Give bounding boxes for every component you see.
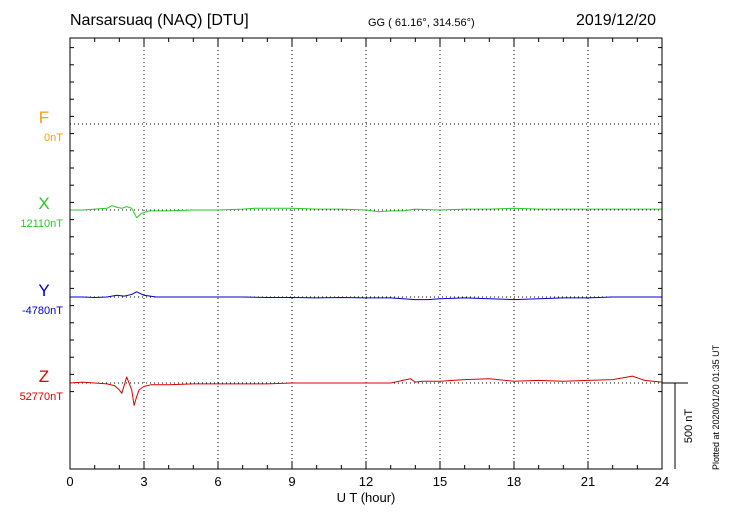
grid-lines [70, 38, 662, 469]
series-name-f: F [39, 108, 49, 127]
x-tick-label-3: 3 [140, 474, 147, 489]
scale-bar-label: 500 nT [683, 409, 695, 444]
series-name-x: X [38, 194, 49, 213]
traces [69, 205, 663, 406]
x-tick-label-24: 24 [655, 474, 669, 489]
x-tick-label-12: 12 [359, 474, 373, 489]
scale-bar: 500 nT [662, 382, 695, 469]
x-tick-label-21: 21 [581, 474, 595, 489]
series-baseline-y: -4780nT [22, 305, 63, 317]
trace-x [70, 205, 662, 219]
axis-labels: 0 3 6 9 12 15 18 21 24 U T (hour) F 0nT X 12110nT Y -47… [20, 108, 670, 505]
station-title: Narsarsuaq (NAQ) [DTU] [70, 12, 249, 29]
x-tick-label-0: 0 [66, 474, 73, 489]
series-baseline-f: 0nT [44, 132, 63, 144]
series-name-z: Z [39, 367, 49, 386]
x-tick-label-6: 6 [214, 474, 221, 489]
geographic-coords: GG ( 61.16°, 314.56°) [368, 17, 475, 29]
x-axis-label: U T (hour) [337, 490, 396, 505]
axis-ticks [69, 38, 663, 469]
x-tick-label-15: 15 [433, 474, 447, 489]
series-baseline-z: 52770nT [20, 391, 64, 403]
x-tick-label-9: 9 [288, 474, 295, 489]
series-name-y: Y [38, 281, 49, 300]
series-baseline-x: 12110nT [20, 218, 63, 230]
trace-z [69, 375, 663, 406]
x-tick-label-18: 18 [507, 474, 521, 489]
trace-y [70, 291, 662, 301]
plot-date: 2019/12/20 [576, 12, 657, 29]
